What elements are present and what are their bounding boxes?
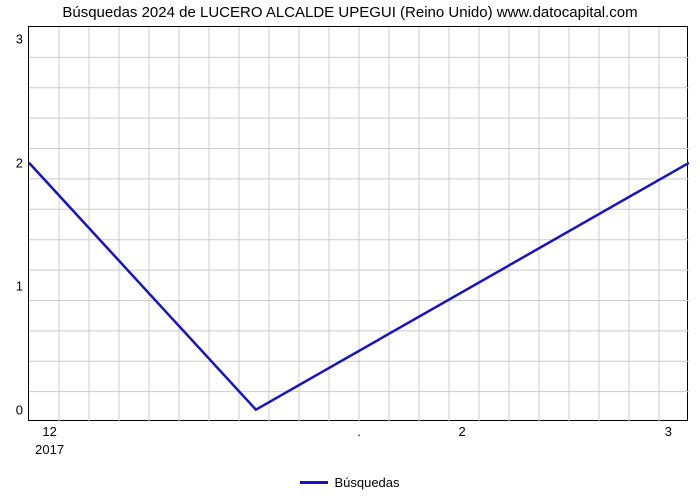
x-tick-label: 2: [459, 424, 466, 439]
chart-title: Búsquedas 2024 de LUCERO ALCALDE UPEGUI …: [0, 4, 700, 21]
y-tick-label: 0: [16, 402, 23, 417]
legend-label: Búsquedas: [334, 475, 399, 490]
legend: Búsquedas: [0, 475, 700, 490]
plot-area: 012312.232017: [28, 26, 688, 421]
x-secondary-label: 2017: [35, 442, 64, 457]
y-tick-label: 3: [16, 32, 23, 47]
x-tick-label: 3: [665, 424, 672, 439]
x-tick-label: .: [357, 424, 361, 439]
x-tick-label: 12: [42, 424, 56, 439]
legend-swatch: [300, 481, 328, 484]
chart-svg: [29, 27, 689, 422]
y-tick-label: 2: [16, 155, 23, 170]
y-tick-label: 1: [16, 279, 23, 294]
